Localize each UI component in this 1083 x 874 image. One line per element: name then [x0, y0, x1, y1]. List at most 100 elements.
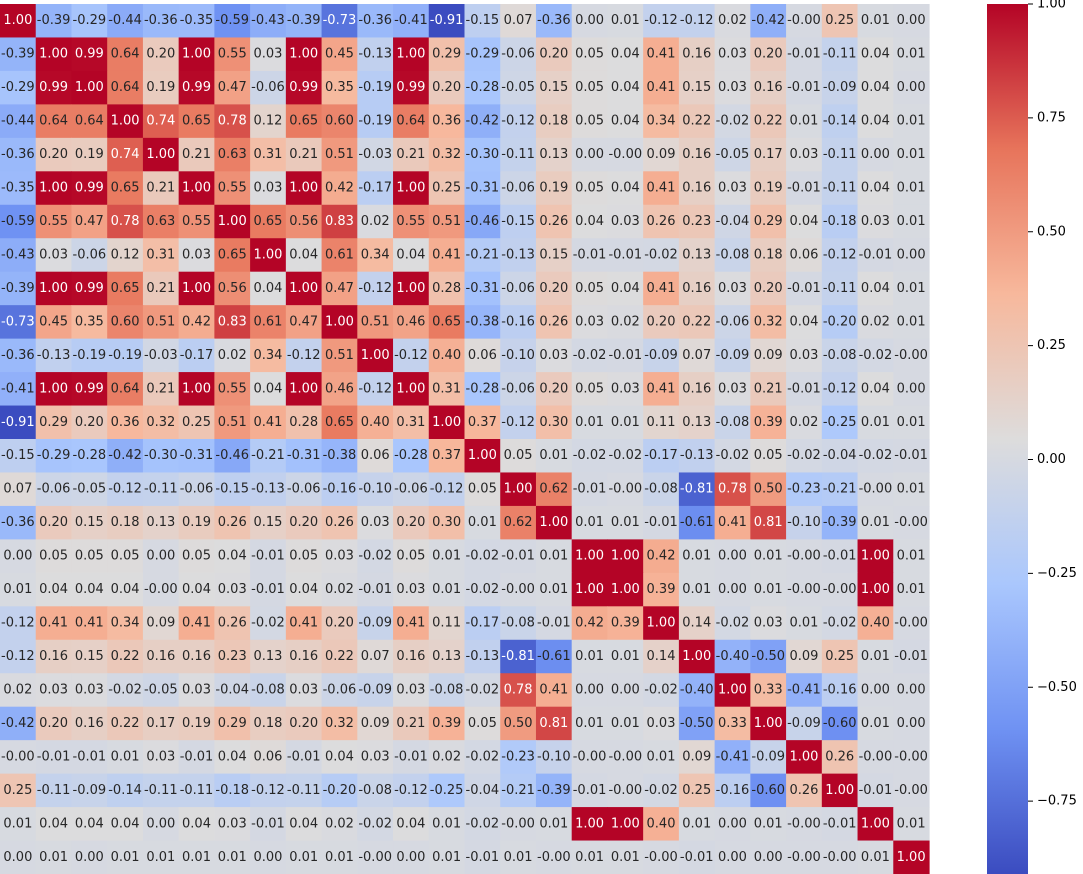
heatmap-cell	[321, 104, 358, 139]
heatmap-cell	[107, 807, 144, 842]
heatmap-cell	[107, 472, 144, 507]
heatmap-cell-label: -0.01	[787, 80, 821, 95]
heatmap-cell	[500, 372, 537, 407]
heatmap-cell	[714, 706, 751, 741]
heatmap-cell-label: 0.01	[861, 13, 890, 28]
heatmap-cell	[714, 338, 751, 373]
heatmap-cell	[250, 338, 287, 373]
heatmap-cell-label: 1.00	[325, 314, 354, 329]
heatmap-cell	[250, 572, 287, 607]
heatmap-cell-label: 0.41	[75, 616, 104, 631]
heatmap-cell-label: 1.00	[182, 47, 211, 62]
heatmap-cell	[607, 4, 644, 39]
heatmap-cell	[357, 505, 394, 540]
heatmap-cell	[821, 706, 859, 741]
heatmap-cell-label: 1.00	[504, 482, 533, 497]
heatmap-cell	[0, 740, 37, 775]
heatmap-cell-label: 0.04	[111, 816, 140, 831]
heatmap-cell	[250, 171, 287, 206]
heatmap-cell	[607, 673, 644, 708]
heatmap-cell-label: 0.03	[254, 47, 283, 62]
heatmap-cell	[214, 639, 251, 674]
heatmap-cell	[393, 472, 430, 507]
heatmap-cell-label: -0.39	[1, 47, 35, 62]
heatmap-cell	[893, 505, 930, 540]
heatmap-cell	[357, 338, 394, 373]
heatmap-cell-label: 0.32	[146, 415, 175, 430]
heatmap-cell	[142, 673, 180, 708]
heatmap-cell	[250, 271, 287, 306]
heatmap-cell	[678, 171, 716, 206]
heatmap-cell	[464, 639, 501, 674]
heatmap-cell	[607, 807, 644, 842]
heatmap-cell	[321, 807, 358, 842]
heatmap-cell-label: -0.16	[823, 682, 857, 697]
heatmap-cell	[214, 137, 251, 172]
heatmap-cell-label: 0.13	[432, 649, 461, 664]
heatmap-cell-label: 0.02	[718, 13, 747, 28]
heatmap-cell	[535, 807, 573, 842]
heatmap-cell	[535, 439, 573, 474]
heatmap-cell	[535, 238, 573, 273]
heatmap-cells	[0, 4, 930, 874]
heatmap-cell	[35, 807, 73, 842]
heatmap-cell	[178, 673, 215, 708]
heatmap-cell	[821, 372, 859, 407]
heatmap-cell-label: 0.03	[575, 314, 604, 329]
heatmap-cell-label: 0.01	[111, 850, 140, 865]
heatmap-cell	[857, 572, 894, 607]
heatmap-cell-label: 1.00	[289, 381, 318, 396]
heatmap-cell	[893, 104, 930, 139]
heatmap-cell-label: -0.08	[251, 682, 285, 697]
heatmap-cell	[678, 37, 716, 72]
heatmap-cell-label: 0.01	[3, 582, 32, 597]
heatmap-cell-label: -0.41	[787, 682, 821, 697]
heatmap-cell-label: 0.05	[289, 549, 318, 564]
heatmap-cell	[178, 439, 215, 474]
heatmap-cell	[678, 840, 716, 874]
heatmap-cell	[142, 338, 180, 373]
heatmap-cell-label: -0.25	[823, 415, 857, 430]
heatmap-cell-label: -0.14	[823, 114, 857, 129]
heatmap-cell-label: 0.01	[682, 582, 711, 597]
heatmap-cell	[464, 673, 501, 708]
heatmap-cell-label: 0.05	[575, 114, 604, 129]
heatmap-cell	[535, 104, 573, 139]
heatmap-cell-label: 0.20	[432, 80, 461, 95]
heatmap-cell-label: 0.15	[682, 80, 711, 95]
heatmap-cell	[821, 238, 859, 273]
heatmap-cell-label: 0.31	[146, 247, 175, 262]
heatmap-cell	[643, 472, 680, 507]
heatmap-cell-label: -0.28	[466, 381, 500, 396]
heatmap-cell	[393, 539, 430, 574]
heatmap-cell	[607, 639, 644, 674]
heatmap-cell-label: 0.51	[432, 214, 461, 229]
heatmap-cell	[786, 807, 823, 842]
heatmap-cell	[786, 439, 823, 474]
heatmap-cell-label: -0.08	[358, 783, 392, 798]
heatmap-cell	[464, 238, 501, 273]
heatmap-cell-label: 0.01	[611, 13, 640, 28]
heatmap-cell	[678, 405, 716, 440]
heatmap-cell	[142, 706, 180, 741]
heatmap-cell-label: 0.06	[254, 749, 283, 764]
heatmap-cell-label: 0.19	[75, 147, 104, 162]
heatmap-cell	[250, 137, 287, 172]
heatmap-cell	[893, 37, 930, 72]
heatmap-cell-label: 0.01	[575, 716, 604, 731]
heatmap-cell-label: 0.00	[718, 816, 747, 831]
heatmap-cell	[0, 70, 37, 105]
heatmap-cell	[714, 740, 751, 775]
heatmap-cell-label: -0.11	[823, 47, 857, 62]
heatmap-cell-label: -0.21	[823, 482, 857, 497]
heatmap-cell-label: 0.78	[718, 482, 747, 497]
heatmap-cell	[786, 204, 823, 239]
heatmap-cell	[214, 4, 251, 39]
colorbar: 1.00 0.75 0.50 0.25 0.00 −0.25 −0.50 −0.75	[987, 0, 1077, 874]
heatmap-cell	[357, 706, 394, 741]
heatmap-cell	[678, 104, 716, 139]
heatmap-cell-label: 0.01	[861, 649, 890, 664]
heatmap-cell-label: -0.59	[215, 13, 249, 28]
heatmap-cell	[714, 70, 751, 105]
heatmap-cell	[500, 305, 537, 340]
